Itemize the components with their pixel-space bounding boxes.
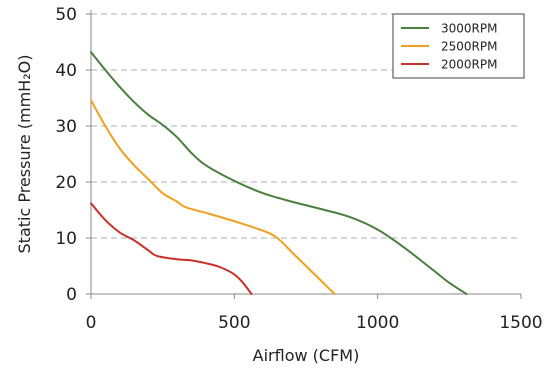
x-tick-label-500: 500 xyxy=(218,313,250,333)
axes xyxy=(90,10,521,295)
x-tick-label-1500: 1500 xyxy=(499,313,542,333)
y-axis-title: Static Pressure (mmH₂O) xyxy=(15,55,34,254)
y-tick-label-20: 20 xyxy=(55,173,77,193)
x-tick-label-1000: 1000 xyxy=(356,313,399,333)
legend-label-2500RPM: 2500RPM xyxy=(441,40,497,54)
y-tick-label-0: 0 xyxy=(66,285,77,305)
y-tick-label-40: 40 xyxy=(55,61,77,81)
legend: 3000RPM 2500RPM 2000RPM xyxy=(392,13,525,79)
series-line-3000RPM xyxy=(90,51,468,295)
series-line-2000RPM xyxy=(90,202,253,295)
series xyxy=(90,51,468,295)
legend-label-2000RPM: 2000RPM xyxy=(441,58,497,72)
y-tick-label-30: 30 xyxy=(55,117,77,137)
x-tick-label-0: 0 xyxy=(86,313,97,333)
y-tick-label-50: 50 xyxy=(55,5,77,25)
legend-label-3000RPM: 3000RPM xyxy=(441,22,497,36)
y-tick-label-10: 10 xyxy=(55,229,77,249)
x-axis-title: Airflow (CFM) xyxy=(253,346,360,365)
series-line-2500RPM xyxy=(90,99,336,295)
